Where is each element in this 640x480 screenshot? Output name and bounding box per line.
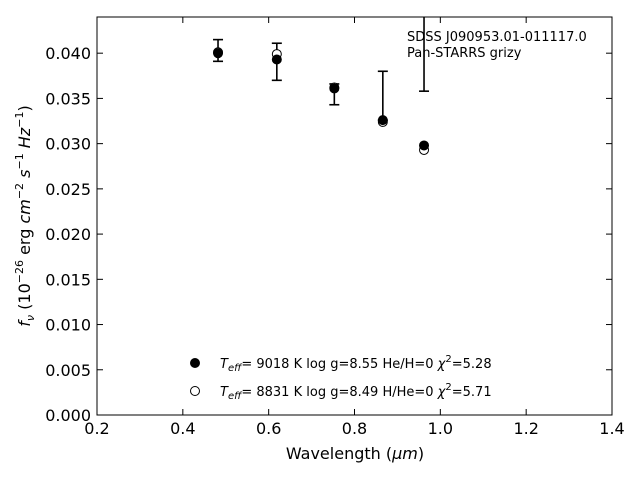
plot-frame xyxy=(96,16,613,416)
x-tick-label: 1.2 xyxy=(513,419,538,438)
axis-ticks: 0.2 0.4 0.6 0.8 1.0 1.2 1.4 0.000 0.005 0.010 0.01… xyxy=(45,17,625,438)
x-tick-label: 0.8 xyxy=(342,419,367,438)
y-tick-label: 0.020 xyxy=(45,225,91,244)
x-tick-label: 1.0 xyxy=(428,419,453,438)
x-tick-label: 1.4 xyxy=(599,419,624,438)
model-point-filled xyxy=(271,54,282,65)
y-tick-label: 0.025 xyxy=(45,180,91,199)
annotation-line-1: SDSS J090953.01-011117.0 xyxy=(407,30,587,45)
error-bars xyxy=(213,17,430,121)
legend: Teff= 9018 K log g=8.55 He/H=0 χ2=5.28 T… xyxy=(190,354,492,402)
y-tick-label: 0.030 xyxy=(45,135,91,154)
y-tick-label: 0.010 xyxy=(45,316,91,335)
x-tick-label: 0.4 xyxy=(170,419,195,438)
legend-text-2: Teff= 8831 K log g=8.49 H/He=0 χ2=5.71 xyxy=(220,382,492,402)
model-point-filled xyxy=(329,83,340,94)
annotation-line-2: Pan-STARRS grizy xyxy=(407,46,522,61)
x-tick-label: 0.6 xyxy=(256,419,281,438)
model-point-filled xyxy=(419,140,430,151)
model-point-filled xyxy=(377,115,388,126)
y-tick-label: 0.005 xyxy=(45,361,91,380)
legend-text-1: Teff= 9018 K log g=8.55 He/H=0 χ2=5.28 xyxy=(220,354,492,374)
y-tick-label: 0.035 xyxy=(45,89,91,108)
legend-marker-open xyxy=(190,386,200,396)
y-tick-label: 0.040 xyxy=(45,44,91,63)
y-axis-label: fν (10−26 erg cm−2 s−1 Hz−1) xyxy=(13,105,37,326)
y-tick-label: 0.000 xyxy=(45,406,91,425)
y-tick-label: 0.015 xyxy=(45,270,91,289)
legend-marker-filled xyxy=(190,358,200,368)
x-tick-label: 0.2 xyxy=(84,419,109,438)
data-points xyxy=(213,47,430,155)
x-axis-label: Wavelength (μm) xyxy=(286,444,424,463)
model-point-filled xyxy=(213,48,224,59)
